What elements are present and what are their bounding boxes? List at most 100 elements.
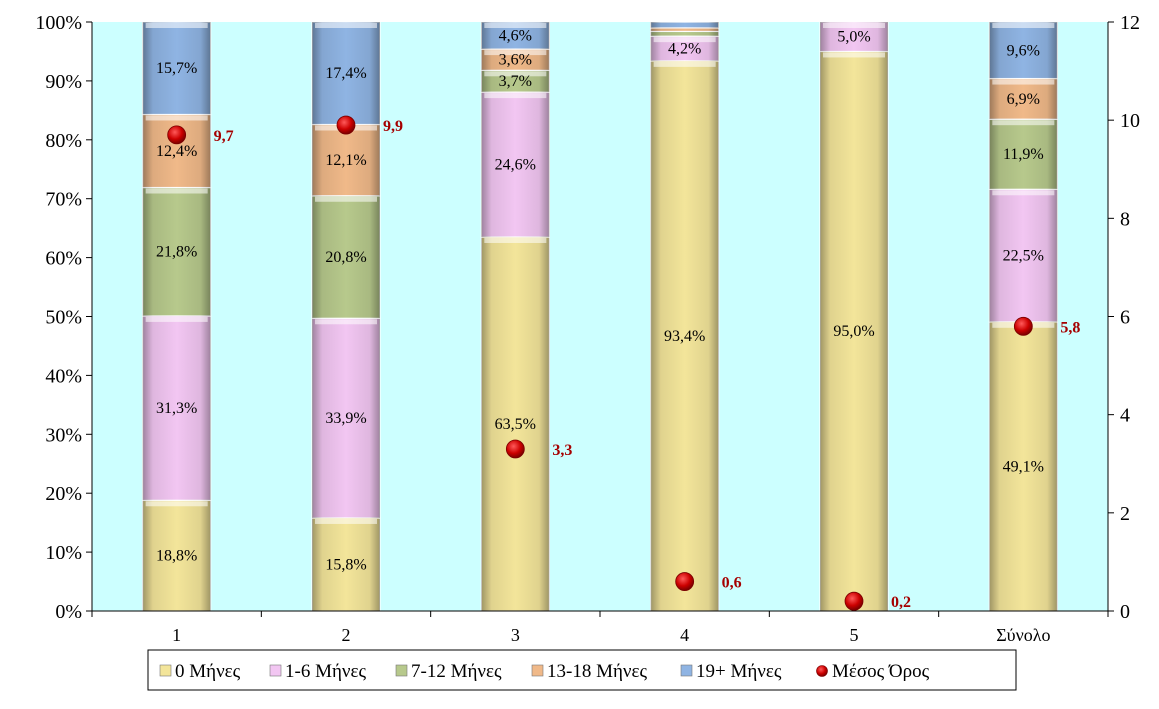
segment-value-label: 4,6%	[499, 28, 532, 45]
legend-swatch	[680, 664, 693, 677]
x-category-label: 1	[172, 625, 181, 645]
mean-value-label: 9,9	[383, 118, 403, 135]
legend-mean-marker	[816, 665, 828, 677]
segment-value-label: 9,6%	[1007, 42, 1040, 59]
mean-value-label: 9,7	[214, 128, 234, 145]
legend-label: Μέσος Όρος	[832, 661, 930, 682]
bar-segment-highlight	[484, 71, 547, 77]
x-category-label: Σύνολο	[996, 625, 1050, 645]
legend-label: 1-6 Μήνες	[285, 661, 366, 682]
bar-segment-highlight	[145, 316, 208, 322]
mean-value-label: 0,2	[891, 594, 911, 611]
bar-segment-highlight	[992, 79, 1055, 85]
right-y-tick-label: 6	[1120, 307, 1130, 329]
right-y-tick-label: 0	[1120, 601, 1130, 623]
right-y-tick-label: 12	[1120, 12, 1140, 34]
mean-marker	[167, 125, 187, 145]
bar-segment-highlight	[145, 501, 208, 507]
x-category-label: 3	[511, 625, 520, 645]
bar-segment-highlight	[823, 23, 885, 28]
mean-marker	[1013, 316, 1033, 336]
segment-value-label: 63,5%	[495, 416, 536, 433]
legend-swatch	[159, 664, 172, 677]
legend-label: 13-18 Μήνες	[547, 661, 647, 682]
mean-marker	[505, 439, 525, 459]
segment-value-label: 11,9%	[1003, 146, 1044, 163]
bar-segment	[650, 21, 720, 29]
x-category-label: 5	[850, 625, 859, 645]
segment-value-label: 22,5%	[1003, 248, 1044, 265]
segment-value-label: 3,7%	[499, 73, 532, 90]
legend: 0 Μήνες 1-6 Μήνες 7-12 Μήνες 13-18 Μήνες 19+…	[147, 649, 1017, 691]
segment-value-label: 12,1%	[325, 152, 366, 169]
segment-value-label: 24,6%	[495, 157, 536, 174]
segment-value-label: 12,4%	[156, 143, 197, 160]
legend-swatch	[269, 664, 282, 677]
left-y-tick-label: 30%	[45, 424, 82, 446]
right-y-tick-label: 10	[1120, 110, 1140, 132]
left-y-tick-label: 90%	[45, 71, 82, 93]
segment-value-label: 3,6%	[499, 52, 532, 69]
legend-label: 0 Μήνες	[175, 661, 241, 682]
plot-area	[92, 22, 1108, 611]
left-y-tick-label: 0%	[55, 601, 82, 623]
bar-segment-highlight	[992, 120, 1055, 126]
axes-layer: 0%10%20%30%40%50%60%70%80%90%100%0246810…	[35, 12, 1140, 645]
left-y-tick-label: 10%	[45, 542, 82, 564]
right-y-tick-label: 2	[1120, 503, 1130, 525]
mean-value-label: 3,3	[552, 442, 572, 459]
bar-segment-highlight	[484, 23, 547, 28]
mean-value-label: 5,8	[1060, 319, 1080, 336]
bar-segment-highlight	[484, 93, 547, 99]
segment-value-label: 33,9%	[325, 410, 366, 427]
segment-value-label: 31,3%	[156, 400, 197, 417]
right-y-tick-label: 4	[1120, 405, 1130, 427]
left-y-tick-label: 70%	[45, 189, 82, 211]
left-y-tick-label: 80%	[45, 130, 82, 152]
segment-value-label: 6,9%	[1007, 91, 1040, 108]
left-y-tick-label: 60%	[45, 248, 82, 270]
right-y-tick-label: 8	[1120, 208, 1130, 230]
segment-value-label: 15,7%	[156, 60, 197, 77]
segment-value-label: 4,2%	[668, 41, 701, 58]
mean-marker	[844, 591, 864, 611]
bar-segment-highlight	[145, 188, 208, 194]
segment-value-label: 95,0%	[833, 323, 874, 340]
bar-segment-highlight	[315, 319, 377, 325]
bar-segment-highlight	[315, 518, 377, 524]
bar-segment	[650, 30, 720, 37]
bar-segment-highlight	[484, 50, 547, 56]
left-y-tick-label: 20%	[45, 483, 82, 505]
mean-markers-layer: 9,7 9,9 3,3 0,6 0,2 5,8	[167, 115, 1080, 611]
segment-value-label: 93,4%	[664, 328, 705, 345]
legend-label: 7-12 Μήνες	[411, 661, 502, 682]
legend-swatch	[531, 664, 544, 677]
x-category-label: 2	[342, 625, 351, 645]
bar-segment-highlight	[823, 52, 885, 58]
legend-swatch	[395, 664, 408, 677]
bar-segment-highlight	[484, 237, 547, 243]
bar-segment-highlight	[145, 115, 208, 121]
left-y-tick-label: 40%	[45, 365, 82, 387]
bar-segment-highlight	[653, 37, 716, 43]
bar-segment-highlight	[992, 23, 1055, 28]
legend-box	[147, 649, 1017, 691]
segment-value-label: 15,8%	[325, 556, 366, 573]
mean-marker	[336, 115, 356, 135]
segment-value-label: 20,8%	[325, 249, 366, 266]
bar-segment-highlight	[315, 23, 377, 28]
x-category-label: 4	[680, 625, 689, 645]
left-y-tick-label: 50%	[45, 307, 82, 329]
left-y-tick-label: 100%	[35, 12, 82, 34]
segment-labels-layer: 18,8% 31,3% 21,8% 12,4% 15,7% 15,8% 33,9% 20,8%…	[156, 28, 1044, 574]
bar-segment-highlight	[992, 190, 1055, 196]
legend-label: 19+ Μήνες	[696, 661, 782, 682]
segment-value-label: 17,4%	[325, 65, 366, 82]
bar-segment-highlight	[315, 196, 377, 202]
segment-value-label: 49,1%	[1003, 458, 1044, 475]
segment-value-label: 5,0%	[837, 29, 870, 46]
segment-value-label: 18,8%	[156, 548, 197, 565]
mean-value-label: 0,6	[722, 575, 742, 592]
